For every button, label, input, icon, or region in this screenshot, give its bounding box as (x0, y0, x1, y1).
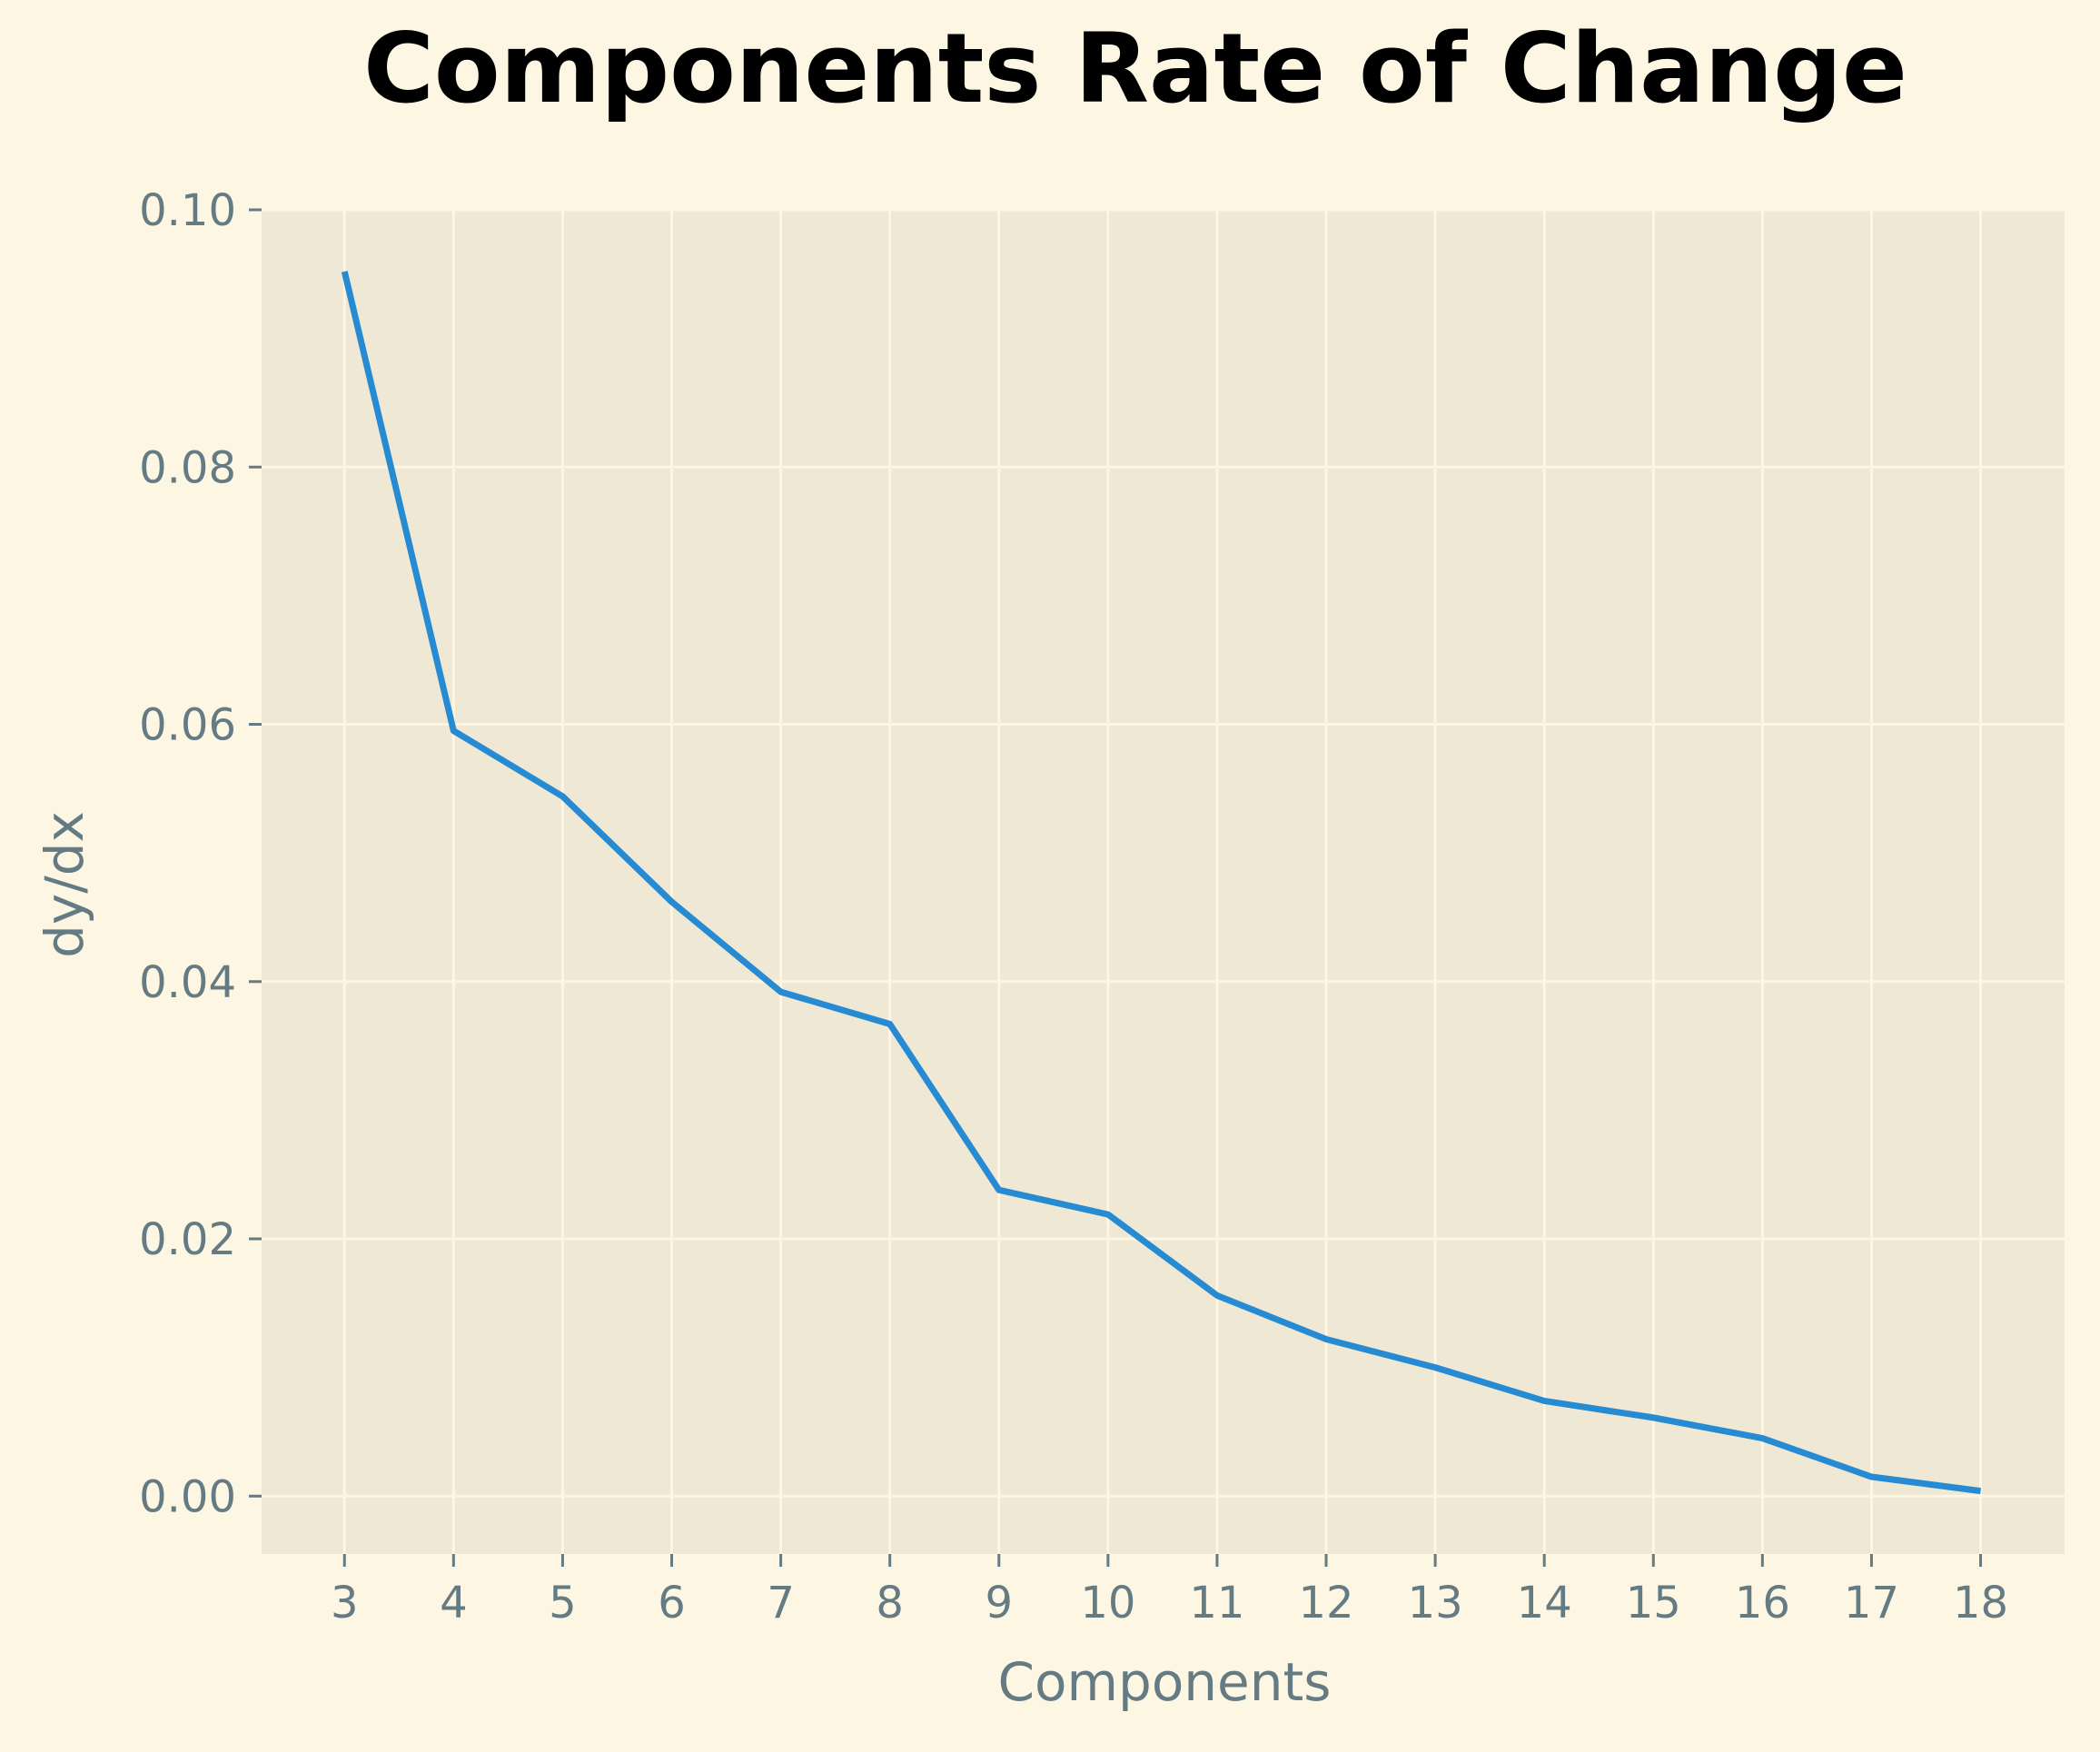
y-tick-label: 0.08 (139, 442, 236, 493)
x-tick-label: 6 (658, 1578, 686, 1628)
x-tick-label: 8 (876, 1578, 904, 1628)
x-tick-label: 5 (549, 1578, 577, 1628)
x-tick-label: 3 (331, 1578, 359, 1628)
y-tick-label: 0.00 (139, 1471, 236, 1522)
x-tick-label: 7 (767, 1578, 795, 1628)
x-tick-label: 9 (985, 1578, 1013, 1628)
series-line (341, 271, 1981, 1495)
y-axis-ticks: 0.00 0.02 0.04 0.06 0.08 0.10 (139, 185, 262, 1522)
y-axis-label: dy/dx (34, 811, 95, 958)
chart-title: Components Rate of Change (363, 13, 1907, 124)
x-tick-label: 16 (1735, 1578, 1790, 1628)
y-tick-label: 0.04 (139, 957, 236, 1008)
x-tick-label: 18 (1953, 1578, 2008, 1628)
x-tick-label: 4 (440, 1578, 468, 1628)
series-layer (341, 271, 1981, 1495)
y-tick-label: 0.06 (139, 700, 236, 751)
x-tick-label: 10 (1080, 1578, 1135, 1628)
x-tick-label: 14 (1517, 1578, 1572, 1628)
y-tick-label: 0.02 (139, 1214, 236, 1265)
x-tick-label: 11 (1189, 1578, 1244, 1628)
x-axis-label: Components (998, 1651, 1332, 1713)
x-tick-label: 12 (1298, 1578, 1353, 1628)
x-axis-ticks: 3 4 5 6 7 8 9 10 11 12 13 14 15 16 17 18 (331, 1554, 2008, 1628)
x-tick-label: 17 (1844, 1578, 1899, 1628)
grid (262, 208, 2065, 1554)
x-tick-label: 15 (1626, 1578, 1681, 1628)
plot-area (262, 210, 2065, 1554)
x-tick-label: 13 (1408, 1578, 1463, 1628)
y-tick-label: 0.10 (139, 185, 236, 236)
